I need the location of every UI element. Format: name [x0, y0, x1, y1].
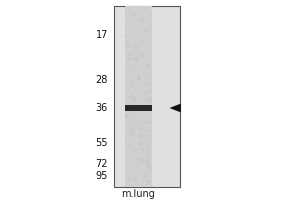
Bar — [124, 6, 152, 187]
Text: m.lung: m.lung — [121, 189, 155, 199]
Bar — [124, 105, 152, 111]
Text: 55: 55 — [95, 138, 108, 148]
Text: 72: 72 — [95, 159, 108, 169]
Text: 28: 28 — [96, 75, 108, 85]
Text: 17: 17 — [96, 30, 108, 40]
Text: 95: 95 — [96, 171, 108, 181]
Bar — [114, 6, 180, 187]
Polygon shape — [169, 104, 181, 112]
Text: 36: 36 — [96, 103, 108, 113]
